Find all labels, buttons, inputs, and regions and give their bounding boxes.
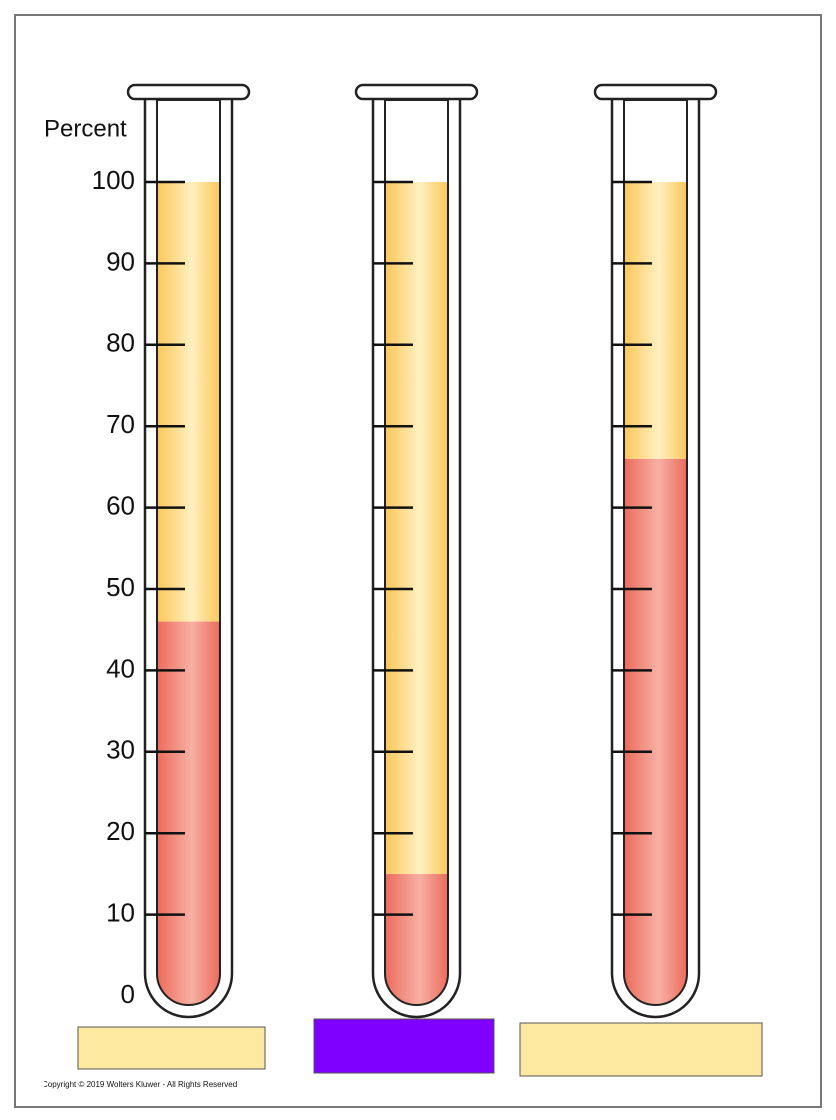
y-tick-label: 90 (106, 246, 135, 276)
tube (157, 182, 220, 1006)
tube-inner (384, 99, 449, 1006)
y-tick-label: 80 (106, 328, 135, 358)
y-tick-label: 70 (106, 409, 135, 439)
tube-cap (126, 83, 251, 101)
tube (624, 182, 687, 1006)
tube-glass (371, 100, 462, 1019)
y-tick-label: 20 (106, 816, 135, 846)
y-tick-label: 100 (92, 165, 135, 195)
answer-box[interactable] (313, 1018, 495, 1074)
tube-glass (143, 100, 234, 1019)
tube (385, 182, 448, 1006)
tube-cap (593, 83, 718, 101)
answer-box[interactable] (77, 1026, 266, 1070)
tube-cap (354, 83, 479, 101)
y-tick-label: 60 (106, 490, 135, 520)
y-tick-label: 50 (106, 572, 135, 602)
y-tick-label: 10 (106, 897, 135, 927)
tube-inner (623, 99, 688, 1006)
copyright: Copyright © 2019 Wolters Kluwer - All Ri… (42, 1080, 237, 1089)
axis-label: Percent (44, 115, 127, 142)
layer (624, 458, 687, 1006)
layer (385, 182, 448, 874)
layer (157, 182, 220, 622)
tube-inner (156, 99, 221, 1006)
layer (624, 182, 687, 459)
answer-box[interactable] (519, 1022, 763, 1077)
y-tick-label: 40 (106, 653, 135, 683)
tube-glass (610, 100, 701, 1019)
layer (157, 621, 220, 1006)
layer (385, 873, 448, 1006)
y-tick-label: 0 (121, 979, 135, 1009)
y-tick-label: 30 (106, 735, 135, 765)
